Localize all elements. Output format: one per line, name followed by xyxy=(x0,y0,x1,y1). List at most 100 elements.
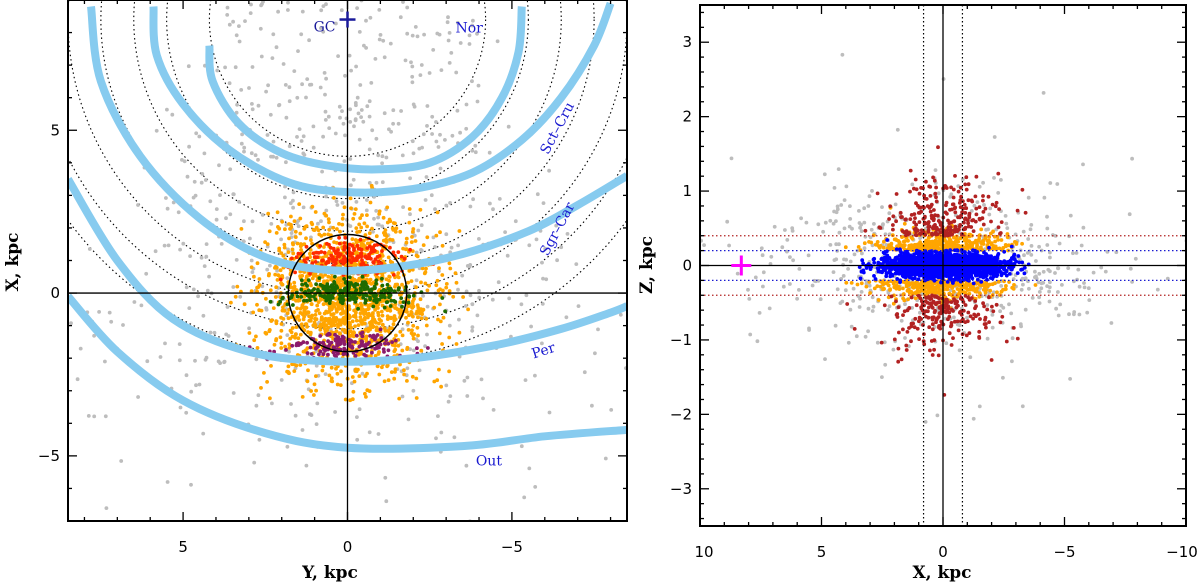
scatter-point xyxy=(321,225,326,230)
scatter-point xyxy=(287,144,292,149)
scatter-point xyxy=(401,300,406,304)
scatter-point xyxy=(1015,208,1020,213)
scatter-point xyxy=(374,281,378,286)
scatter-point xyxy=(507,296,512,301)
scatter-point xyxy=(964,235,969,240)
scatter-point xyxy=(835,207,840,212)
scatter-point xyxy=(337,235,341,240)
scatter-point xyxy=(335,254,340,259)
scatter-point xyxy=(187,144,192,149)
scatter-point xyxy=(351,334,356,339)
scatter-point xyxy=(1054,306,1058,311)
scatter-point xyxy=(368,277,373,282)
scatter-point xyxy=(450,133,455,138)
scatter-point xyxy=(364,208,369,213)
scatter-point xyxy=(370,226,374,231)
scatter-point xyxy=(392,318,397,323)
scatter-point xyxy=(924,295,928,300)
scatter-point xyxy=(306,288,311,293)
scatter-point xyxy=(290,293,294,298)
scatter-point xyxy=(242,219,246,224)
scatter-point xyxy=(274,265,279,270)
scatter-point xyxy=(843,288,848,293)
scatter-point xyxy=(207,274,212,279)
scatter-point xyxy=(852,327,857,331)
scatter-point xyxy=(446,38,451,43)
scatter-point xyxy=(936,219,941,223)
scatter-point xyxy=(317,311,322,316)
scatter-point xyxy=(363,391,367,396)
x-tick-label: 0 xyxy=(343,538,353,556)
scatter-point xyxy=(178,405,183,410)
scatter-point xyxy=(1060,283,1064,287)
scatter-point xyxy=(1023,307,1028,312)
scatter-point xyxy=(216,359,221,364)
scatter-point xyxy=(321,321,326,325)
scatter-point xyxy=(360,280,365,285)
scatter-point xyxy=(875,340,880,345)
scatter-point xyxy=(322,71,327,75)
scatter-point xyxy=(399,254,404,259)
scatter-point xyxy=(875,284,880,289)
scatter-point xyxy=(422,32,426,37)
scatter-point xyxy=(299,322,304,327)
scatter-point xyxy=(893,202,898,207)
scatter-point xyxy=(308,345,313,350)
scatter-point xyxy=(974,304,978,309)
scatter-point xyxy=(534,237,539,242)
scatter-point xyxy=(391,273,396,277)
scatter-point xyxy=(359,247,364,252)
spiral-arm xyxy=(68,293,627,453)
scatter-point xyxy=(177,342,182,346)
scatter-point xyxy=(998,231,1003,235)
scatter-point xyxy=(495,39,500,44)
scatter-point xyxy=(893,237,898,242)
scatter-point xyxy=(333,274,337,279)
scatter-point xyxy=(406,320,410,325)
scatter-point xyxy=(287,85,292,90)
scatter-point xyxy=(780,245,785,250)
scatter-point xyxy=(402,368,406,373)
scatter-point xyxy=(272,342,277,347)
scatter-point xyxy=(1053,271,1057,275)
scatter-point xyxy=(323,109,328,114)
scatter-point xyxy=(436,414,440,418)
scatter-point xyxy=(312,287,316,291)
scatter-point xyxy=(944,341,949,346)
scatter-point xyxy=(343,397,348,402)
scatter-point xyxy=(235,102,240,107)
scatter-point xyxy=(998,320,1003,325)
scatter-point xyxy=(928,348,932,353)
scatter-point xyxy=(278,335,283,340)
scatter-point xyxy=(402,372,406,377)
scatter-point xyxy=(327,373,332,378)
scatter-point xyxy=(725,356,729,360)
scatter-point xyxy=(390,340,394,344)
scatter-point xyxy=(266,83,270,88)
scatter-point xyxy=(675,211,679,215)
scatter-point xyxy=(239,141,244,146)
scatter-point xyxy=(280,296,285,301)
scatter-point xyxy=(930,232,935,237)
scatter-point xyxy=(326,217,331,222)
scatter-point xyxy=(917,315,922,320)
scatter-point xyxy=(257,437,262,442)
scatter-point xyxy=(309,238,313,243)
scatter-point xyxy=(385,205,390,210)
scatter-point xyxy=(848,259,853,264)
scatter-point xyxy=(470,325,475,329)
scatter-point xyxy=(300,9,305,14)
scatter-point xyxy=(967,287,972,292)
scatter-point xyxy=(931,175,935,180)
scatter-point xyxy=(320,258,324,263)
scatter-point xyxy=(355,6,359,10)
scatter-point xyxy=(374,136,379,141)
scatter-point xyxy=(891,301,896,306)
scatter-point xyxy=(1021,282,1025,287)
scatter-point xyxy=(723,290,727,294)
scatter-point xyxy=(193,358,197,363)
scatter-point xyxy=(899,357,904,362)
scatter-point xyxy=(982,284,986,288)
scatter-point xyxy=(974,206,979,211)
scatter-point xyxy=(1004,339,1009,344)
